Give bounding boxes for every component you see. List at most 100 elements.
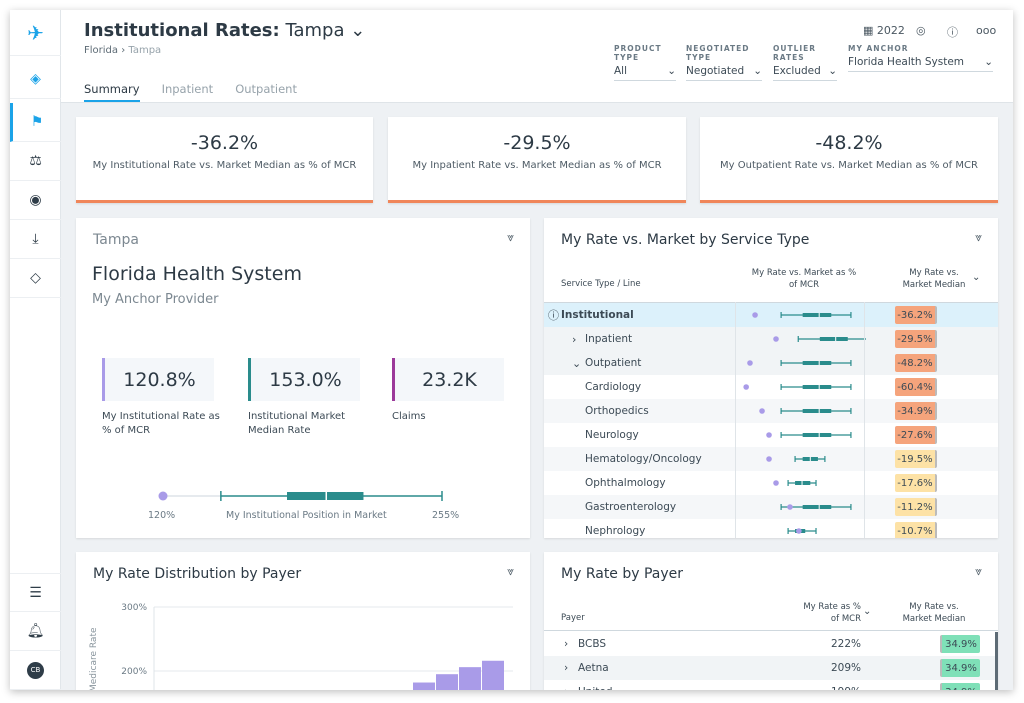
kpi-inpatient: -29.5% My Inpatient Rate vs. Market Media… bbox=[388, 117, 686, 203]
table-row[interactable]: Orthopedics -34.9% bbox=[544, 399, 998, 423]
histogram-bar bbox=[436, 674, 458, 690]
vs-median-badge: 34.9% bbox=[940, 635, 980, 653]
iqr-box bbox=[802, 505, 832, 509]
filter-negotiated-type[interactable]: NEGOTIATED TYPE Negotiated ⌄ bbox=[686, 44, 762, 81]
table-row[interactable]: ⌄ Outpatient -48.2% bbox=[544, 351, 998, 375]
tab-outpatient[interactable]: Outpatient bbox=[235, 82, 297, 96]
nav-rates-icon[interactable]: ⚑ bbox=[10, 103, 61, 142]
nav-checklist-icon[interactable]: ☰ bbox=[10, 573, 61, 612]
table-row[interactable]: › Aetna 209% 34.9% bbox=[544, 656, 998, 680]
nav-gem-icon[interactable]: ◇ bbox=[10, 259, 61, 298]
year-value: 2022 bbox=[876, 24, 905, 37]
breadcrumb-florida[interactable]: Florida bbox=[84, 45, 119, 56]
tick-200: 200% bbox=[121, 667, 147, 677]
stat-box: 153.0% bbox=[248, 358, 360, 401]
avatar[interactable]: CB bbox=[10, 651, 61, 690]
col-header-service: Service Type / Line bbox=[561, 279, 641, 289]
nav-diamond-icon[interactable]: ◈ bbox=[10, 60, 61, 99]
kpi-institutional: -36.2% My Institutional Rate vs. Market M… bbox=[76, 117, 373, 203]
position-max-label: 255% bbox=[432, 510, 460, 521]
stat-box: 120.8% bbox=[102, 358, 214, 401]
tab-inpatient[interactable]: Inpatient bbox=[161, 82, 214, 96]
vs-median-badge: -60.4% bbox=[895, 378, 937, 396]
table-row[interactable]: Nephrology -10.7% bbox=[544, 519, 998, 538]
table-row[interactable]: Gastroenterology -11.2% bbox=[544, 495, 998, 519]
row-boxplot bbox=[747, 360, 852, 366]
row-boxplot bbox=[773, 480, 817, 486]
kpi-label: My Inpatient Rate vs. Market Median as %… bbox=[412, 160, 662, 171]
iqr-box bbox=[802, 433, 832, 437]
kpi-value: -36.2% bbox=[190, 132, 259, 154]
table-row[interactable]: › Inpatient -29.5% bbox=[544, 327, 998, 351]
table-row[interactable]: Cardiology -60.4% bbox=[544, 375, 998, 399]
sort-chevron-icon[interactable]: ⌄ bbox=[863, 606, 872, 617]
vs-median-badge: -19.5% bbox=[895, 450, 937, 468]
panel-menu-icon[interactable]: ⩔ bbox=[507, 230, 514, 244]
filter-value: Florida Health System bbox=[848, 56, 965, 68]
tick-300: 300% bbox=[121, 603, 147, 613]
row-boxplot bbox=[759, 408, 852, 414]
help-icon[interactable]: ⓘ bbox=[947, 26, 958, 39]
filter-label: OUTLIER RATES bbox=[773, 44, 817, 62]
sort-chevron-icon[interactable]: ⌄ bbox=[972, 272, 981, 283]
nav-scale-icon[interactable]: ⚖ bbox=[10, 142, 61, 181]
iqr-box bbox=[802, 409, 832, 413]
calendar-icon: ▦ bbox=[863, 24, 874, 37]
position-label: My Institutional Position in Market bbox=[226, 510, 387, 521]
stat-value: 120.8% bbox=[123, 368, 196, 391]
nav-bell-icon[interactable]: 🔔︎ bbox=[10, 612, 61, 651]
chevron-down-icon[interactable]: ⌄ bbox=[350, 20, 366, 41]
distribution-chart: Medicare Rate 300% 200% bbox=[89, 603, 513, 690]
chevron-down-icon: ⌄ bbox=[828, 65, 837, 77]
table-row[interactable]: › United 199% 34.9% bbox=[544, 680, 998, 690]
kpi-label: My Outpatient Rate vs. Market Median as … bbox=[720, 160, 978, 171]
chevron-icon[interactable]: ⌄ bbox=[572, 356, 582, 370]
filter-product-type[interactable]: PRODUCT TYPE All ⌄ bbox=[614, 44, 676, 81]
panel-menu-icon[interactable]: ⩔ bbox=[975, 564, 982, 578]
filter-my-anchor[interactable]: MY ANCHOR Florida Health System ⌄ bbox=[848, 44, 993, 72]
chevron-right-icon[interactable]: › bbox=[564, 686, 568, 690]
col-header-payer: Payer bbox=[561, 613, 585, 623]
tabs: Summary Inpatient Outpatient bbox=[84, 82, 297, 102]
col-header-rate[interactable]: My Rate as % of MCR bbox=[803, 602, 861, 624]
filter-value: Excluded bbox=[773, 65, 821, 77]
row-label: Outpatient bbox=[585, 357, 642, 369]
vs-median-badge: -11.2% bbox=[895, 498, 937, 516]
tab-summary[interactable]: Summary bbox=[84, 82, 140, 102]
eye-icon[interactable]: ◎ bbox=[916, 24, 926, 37]
page-title[interactable]: Institutional Rates: Tampa ⌄ bbox=[84, 20, 365, 41]
filter-label: NEGOTIATED TYPE bbox=[686, 44, 750, 62]
histogram-bar bbox=[482, 660, 504, 690]
table-row[interactable]: › BCBS 222% 34.9% bbox=[544, 632, 998, 656]
col-header-vs-median: My Rate vs. Market Median bbox=[902, 602, 966, 624]
filter-outlier-rates[interactable]: OUTLIER RATES Excluded ⌄ bbox=[773, 44, 837, 81]
panel-menu-icon[interactable]: ⩔ bbox=[975, 230, 982, 244]
table-row[interactable]: Ophthalmology -17.6% bbox=[544, 471, 998, 495]
histogram-bar bbox=[413, 682, 435, 690]
nav-eye-icon[interactable]: ◉ bbox=[10, 181, 61, 220]
kpi-label: My Institutional Rate vs. Market Median … bbox=[92, 160, 357, 171]
row-boxplot bbox=[773, 336, 866, 342]
histogram-bar bbox=[459, 667, 481, 690]
payer-rate: 199% bbox=[794, 686, 861, 690]
my-rate-dot bbox=[773, 480, 779, 486]
table-row[interactable]: ⓘ Institutional -36.2% bbox=[544, 303, 998, 327]
chevron-icon[interactable]: › bbox=[572, 332, 577, 346]
table-row[interactable]: Neurology -27.6% bbox=[544, 423, 998, 447]
my-rate-dot bbox=[766, 456, 772, 462]
panel-menu-icon[interactable]: ⩔ bbox=[507, 564, 514, 578]
col-header-vs-median[interactable]: My Rate vs. Market Median bbox=[902, 268, 966, 290]
panel-title: My Rate vs. Market by Service Type bbox=[561, 232, 810, 248]
scrollbar[interactable] bbox=[995, 632, 998, 690]
stat-value: 153.0% bbox=[269, 368, 342, 391]
table-row[interactable]: Hematology/Oncology -19.5% bbox=[544, 447, 998, 471]
my-rate-dot bbox=[747, 360, 753, 366]
year-selector[interactable]: ▦ 2022 bbox=[863, 24, 905, 37]
vs-median-badge: -10.7% bbox=[895, 522, 937, 538]
title-prefix: Institutional Rates: bbox=[84, 20, 280, 41]
breadcrumb: Florida › Tampa bbox=[84, 45, 162, 56]
chevron-right-icon[interactable]: › bbox=[564, 662, 569, 674]
more-icon[interactable]: ooo bbox=[976, 24, 997, 37]
nav-download-icon[interactable]: ⤓ bbox=[10, 220, 61, 259]
chevron-right-icon[interactable]: › bbox=[564, 638, 569, 650]
